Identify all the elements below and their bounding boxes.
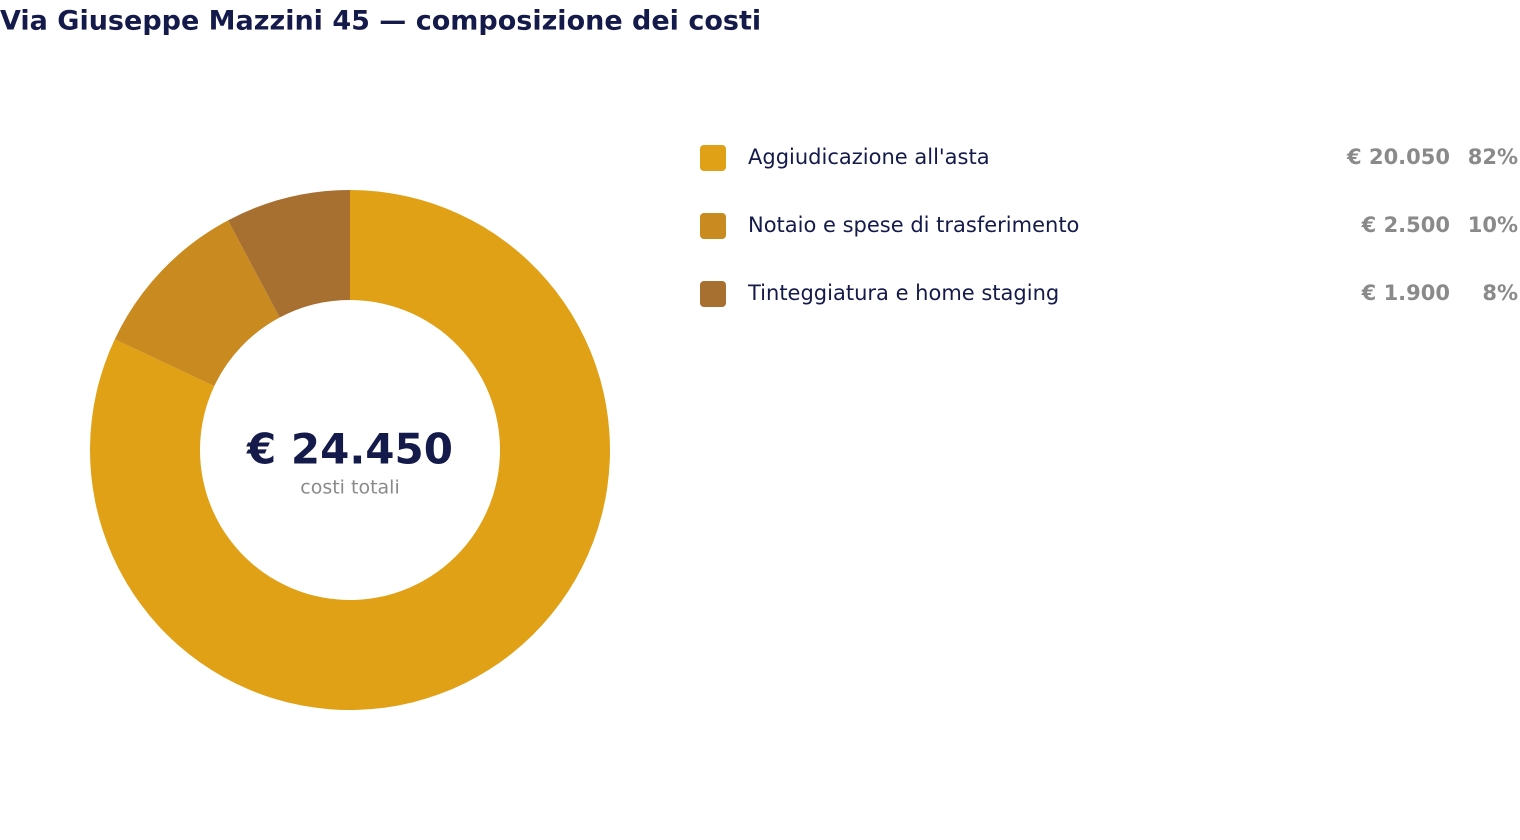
total-label: € 24.450 — [246, 425, 453, 474]
legend-label: Aggiudicazione all'asta — [748, 145, 990, 169]
legend-swatch — [700, 145, 726, 171]
legend-share: 10% — [1468, 213, 1518, 237]
legend-share: 82% — [1468, 145, 1518, 169]
legend-value: € 20.050 — [1346, 145, 1450, 169]
donut-slice — [114, 220, 280, 387]
legend-share: 8% — [1482, 281, 1518, 305]
donut-slice — [90, 190, 611, 710]
legend-value: € 1.900 — [1361, 281, 1450, 305]
chart-title: Via Giuseppe Mazzini 45 — composizione d… — [0, 6, 761, 37]
legend-swatch — [700, 213, 726, 239]
legend-label: Notaio e spese di trasferimento — [748, 213, 1079, 237]
legend-value: € 2.500 — [1361, 213, 1450, 237]
legend-label: Tinteggiatura e home staging — [747, 281, 1059, 305]
total-caption: costi totali — [300, 477, 399, 499]
legend-swatch — [700, 281, 726, 307]
donut-slice — [228, 190, 350, 318]
